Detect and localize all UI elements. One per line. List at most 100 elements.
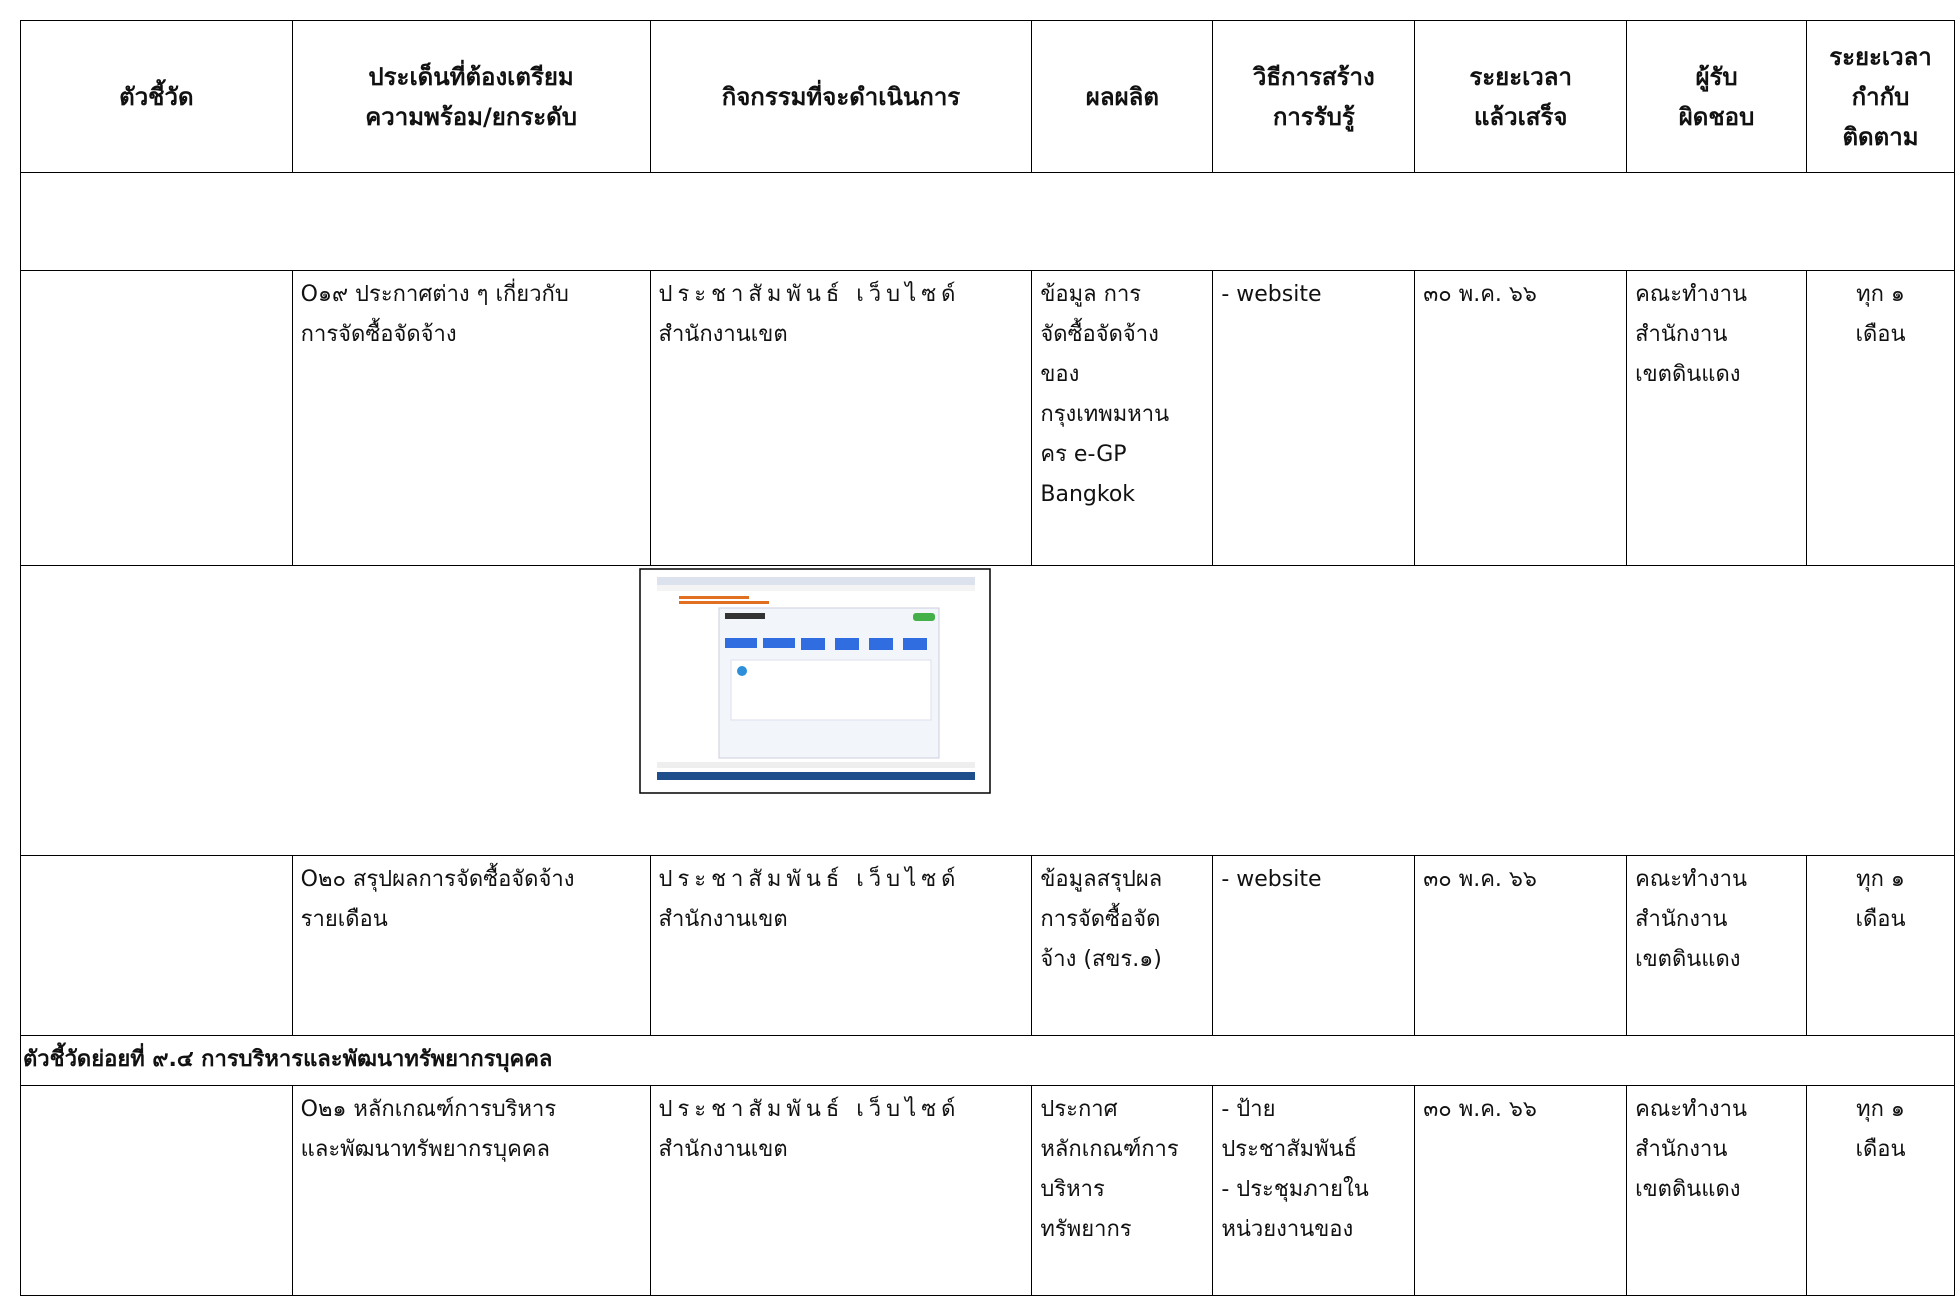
card <box>730 659 932 721</box>
data-cell: ประชาสัมพันธ์ เว็บไซด์สำนักงานเขต <box>649 1085 1033 1296</box>
cell-line: ทุก ๑ <box>1856 282 1905 307</box>
cell-line: ระยะเวลา <box>1829 42 1932 71</box>
data-cell: O๒๐ สรุปผลการจัดซื้อจัดจ้าง รายเดือน <box>291 855 651 1036</box>
data-cell <box>20 270 293 566</box>
section-heading: ตัวชี้วัดย่อยที่ ๙.๔ การบริหารและพัฒนาทร… <box>20 1035 1955 1086</box>
cell-line: - website <box>1221 867 1322 892</box>
data-cell: คณะทำงานสำนักงานเขตดินแดง <box>1626 855 1807 1036</box>
cell-line: คณะทำงาน <box>1635 1097 1748 1122</box>
data-cell: - ป้าย ประชาสัมพันธ์ - ประชุมภายใน หน่วยงาน… <box>1212 1085 1416 1296</box>
cell-line: ทรัพยากร <box>1040 1217 1132 1242</box>
cell-line: กรุงเทพมหาน <box>1040 402 1170 427</box>
cell-line: หน่วยงานของ <box>1221 1217 1354 1242</box>
button <box>913 613 935 621</box>
heading <box>679 596 749 599</box>
browser-tabs <box>657 577 975 585</box>
data-cell: - website <box>1212 855 1416 1036</box>
row <box>20 172 1955 271</box>
plan-table: ตัวชี้วัด ประเด็นที่ต้องเตรียมความพร้อม/ย… <box>20 20 1955 1296</box>
cell-line: ระยะเวลา <box>1469 62 1572 91</box>
cell-line: ๓๐ พ.ค. ๖๖ <box>1423 1097 1537 1122</box>
header-cell: วิธีการสร้าง การรับรู้ <box>1212 20 1416 173</box>
cell-line: ประชาสัมพันธ์ เว็บไซด์ <box>658 282 961 307</box>
data-cell: ๓๐ พ.ค. ๖๖ <box>1414 855 1628 1036</box>
header-cell: ระยะเวลาแล้วเสร็จ <box>1414 20 1628 173</box>
data-cell: - website <box>1212 270 1416 566</box>
cell-line: ประชาสัมพันธ์ <box>1221 1137 1358 1162</box>
cell-line: วิธีการสร้าง <box>1252 62 1375 91</box>
cell-line: กำกับ <box>1851 82 1910 111</box>
address-bar <box>657 585 975 591</box>
data-cell: ประกาศหลักเกณฑ์การบริหารทรัพยากร <box>1031 1085 1214 1296</box>
cell-line: ติดตาม <box>1842 122 1919 151</box>
cell-line: ตัวชี้วัด <box>119 82 194 111</box>
cell-line: การจัดซื้อจัด <box>1040 907 1161 932</box>
data-cell: ทุก ๑เดือน <box>1805 270 1955 566</box>
cell-line: รายเดือน <box>300 907 388 932</box>
cell-line: เขตดินแดง <box>1635 947 1741 972</box>
cell-line: และพัฒนาทรัพยากรบุคคล <box>300 1137 550 1162</box>
cell-line: ทุก ๑ <box>1856 1097 1905 1122</box>
header-cell: ผู้รับ ผิดชอบ <box>1626 20 1807 173</box>
header-cell: ระยะเวลากำกับติดตาม <box>1805 20 1955 173</box>
cell-line: ข้อมูลสรุปผล <box>1040 867 1163 892</box>
cell-line: จ้าง (สขร.๑) <box>1040 947 1162 972</box>
cell-line: O๑๙ ประกาศต่าง ๆ เกี่ยวกับ <box>300 282 569 307</box>
data-cell: ๓๐ พ.ค. ๖๖ <box>1414 1085 1628 1296</box>
cell-line: เดือน <box>1855 322 1906 347</box>
data-cell: ประชาสัมพันธ์ เว็บไซด์สำนักงานเขต <box>649 270 1033 566</box>
cell-line: Bangkok <box>1040 482 1136 507</box>
cell-line: คณะทำงาน <box>1635 867 1748 892</box>
image-cell <box>20 565 1955 856</box>
row <box>20 565 1955 856</box>
toolbar <box>657 762 975 768</box>
data-cell: ข้อมูล การ จัดซื้อจัดจ้าง ของ กรุงเทพมหาน คร… <box>1031 270 1214 566</box>
row: O๑๙ ประกาศต่าง ๆ เกี่ยวกับการจัดซื้อจัดจ… <box>20 270 1955 566</box>
data-cell: คณะทำงานสำนักงานเขตดินแดง <box>1626 1085 1807 1296</box>
cell-line: เขตดินแดง <box>1635 1177 1741 1202</box>
cell-line: สำนักงาน <box>1635 1137 1728 1162</box>
header-cell: ผลผลิต <box>1031 20 1214 173</box>
document: ตัวชี้วัด ประเด็นที่ต้องเตรียมความพร้อม/ย… <box>20 20 1955 1296</box>
cell-line: การจัดซื้อจัดจ้าง <box>300 322 457 347</box>
cell-line: สำนักงานเขต <box>658 322 788 347</box>
cell-line: ประชาสัมพันธ์ เว็บไซด์ <box>658 1097 961 1122</box>
cell-line: คร e-GP <box>1040 442 1127 467</box>
embedded-screenshot <box>639 568 991 794</box>
blank-cell <box>20 172 1955 271</box>
data-cell: คณะทำงานสำนักงานเขตดินแดง <box>1626 270 1807 566</box>
cell-line: หลักเกณฑ์การ <box>1040 1137 1179 1162</box>
cell-line: สำนักงานเขต <box>658 1137 788 1162</box>
cell-line: ความพร้อม/ยกระดับ <box>365 102 577 131</box>
cell-line: ประเด็นที่ต้องเตรียม <box>368 62 574 91</box>
cell-line: - website <box>1221 282 1322 307</box>
row: O๒๐ สรุปผลการจัดซื้อจัดจ้าง รายเดือน ประชา… <box>20 855 1955 1036</box>
title <box>725 613 765 619</box>
cell-line: สำนักงาน <box>1635 322 1728 347</box>
buttons <box>725 638 927 650</box>
header-row: ตัวชี้วัด ประเด็นที่ต้องเตรียมความพร้อม/ย… <box>20 20 1955 173</box>
data-cell: ๓๐ พ.ค. ๖๖ <box>1414 270 1628 566</box>
data-cell <box>20 1085 293 1296</box>
cell-line: ทุก ๑ <box>1856 867 1905 892</box>
cell-line: ข้อมูล การ <box>1040 282 1142 307</box>
header-cell: ประเด็นที่ต้องเตรียมความพร้อม/ยกระดับ <box>291 20 651 173</box>
cell-line: ผลผลิต <box>1085 82 1159 111</box>
cell-line: กิจกรรมที่จะดำเนินการ <box>721 82 961 111</box>
data-cell <box>20 855 293 1036</box>
cell-line: ผู้รับ <box>1695 62 1738 91</box>
cell-line: ประกาศ <box>1040 1097 1118 1122</box>
cell-line: บริหาร <box>1040 1177 1105 1202</box>
cell-line: เขตดินแดง <box>1635 362 1741 387</box>
cell-line: - ประชุมภายใน <box>1221 1177 1369 1202</box>
data-cell: ประชาสัมพันธ์ เว็บไซด์ สำนักงานเขต <box>649 855 1033 1036</box>
cell-line: จัดซื้อจัดจ้าง <box>1040 322 1159 347</box>
cell-line: สำนักงาน <box>1635 907 1728 932</box>
row: ตัวชี้วัดย่อยที่ ๙.๔ การบริหารและพัฒนาทร… <box>20 1035 1955 1086</box>
cell-line: แล้วเสร็จ <box>1473 102 1568 131</box>
cell-line: คณะทำงาน <box>1635 282 1748 307</box>
header-cell: ตัวชี้วัด <box>20 20 293 173</box>
icon <box>737 666 747 676</box>
cell-line: ๓๐ พ.ค. ๖๖ <box>1423 867 1537 892</box>
